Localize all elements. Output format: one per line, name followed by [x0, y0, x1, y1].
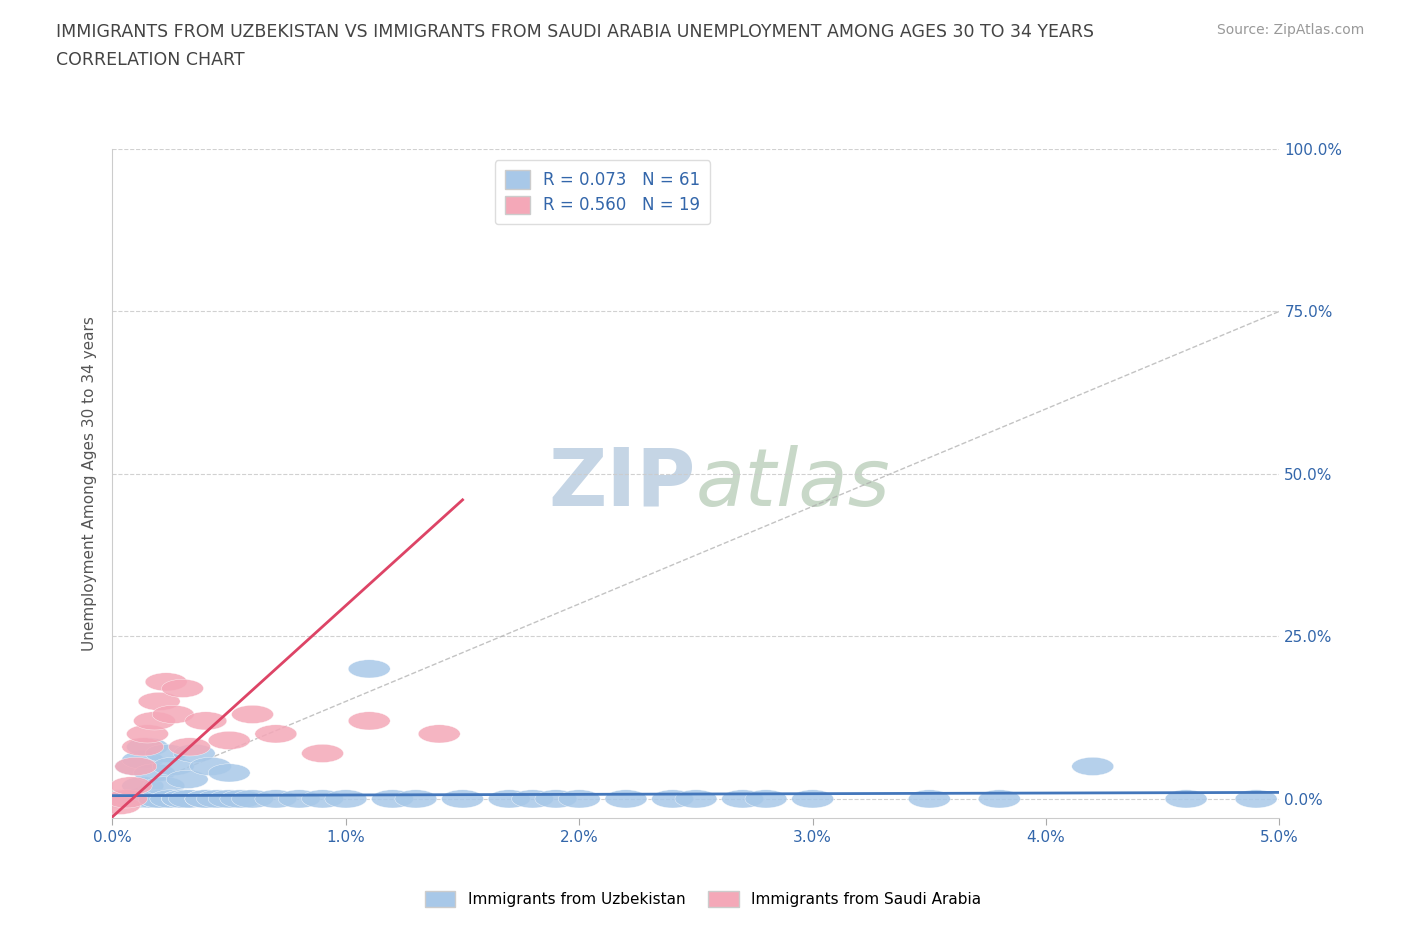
Ellipse shape: [605, 790, 647, 808]
Ellipse shape: [115, 757, 157, 776]
Ellipse shape: [197, 790, 239, 808]
Ellipse shape: [110, 777, 152, 795]
Ellipse shape: [162, 790, 204, 808]
Ellipse shape: [254, 724, 297, 743]
Ellipse shape: [208, 790, 250, 808]
Ellipse shape: [169, 737, 211, 756]
Legend: Immigrants from Uzbekistan, Immigrants from Saudi Arabia: Immigrants from Uzbekistan, Immigrants f…: [419, 884, 987, 913]
Ellipse shape: [675, 790, 717, 808]
Ellipse shape: [145, 744, 187, 763]
Ellipse shape: [105, 790, 148, 808]
Ellipse shape: [219, 790, 262, 808]
Text: IMMIGRANTS FROM UZBEKISTAN VS IMMIGRANTS FROM SAUDI ARABIA UNEMPLOYMENT AMONG AG: IMMIGRANTS FROM UZBEKISTAN VS IMMIGRANTS…: [56, 23, 1094, 41]
Ellipse shape: [488, 790, 530, 808]
Ellipse shape: [418, 724, 460, 743]
Ellipse shape: [131, 790, 173, 808]
Ellipse shape: [115, 757, 157, 776]
Ellipse shape: [325, 790, 367, 808]
Ellipse shape: [534, 790, 576, 808]
Ellipse shape: [254, 790, 297, 808]
Ellipse shape: [169, 790, 211, 808]
Ellipse shape: [232, 790, 274, 808]
Ellipse shape: [129, 790, 172, 808]
Ellipse shape: [122, 777, 165, 795]
Ellipse shape: [184, 790, 226, 808]
Ellipse shape: [115, 790, 157, 808]
Ellipse shape: [110, 790, 152, 808]
Ellipse shape: [651, 790, 693, 808]
Ellipse shape: [143, 777, 184, 795]
Ellipse shape: [138, 692, 180, 711]
Ellipse shape: [162, 790, 204, 808]
Ellipse shape: [349, 659, 391, 678]
Ellipse shape: [103, 790, 145, 808]
Text: ZIP: ZIP: [548, 445, 696, 523]
Ellipse shape: [301, 744, 343, 763]
Ellipse shape: [162, 679, 204, 698]
Ellipse shape: [173, 744, 215, 763]
Ellipse shape: [208, 731, 250, 750]
Ellipse shape: [301, 790, 343, 808]
Ellipse shape: [208, 764, 250, 782]
Ellipse shape: [232, 705, 274, 724]
Ellipse shape: [124, 790, 166, 808]
Ellipse shape: [115, 790, 157, 808]
Ellipse shape: [138, 790, 180, 808]
Ellipse shape: [441, 790, 484, 808]
Ellipse shape: [278, 790, 321, 808]
Ellipse shape: [150, 790, 191, 808]
Ellipse shape: [122, 737, 165, 756]
Ellipse shape: [105, 790, 148, 808]
Ellipse shape: [745, 790, 787, 808]
Text: atlas: atlas: [696, 445, 891, 523]
Ellipse shape: [1071, 757, 1114, 776]
Ellipse shape: [395, 790, 437, 808]
Ellipse shape: [152, 757, 194, 776]
Ellipse shape: [127, 724, 169, 743]
Ellipse shape: [127, 790, 169, 808]
Ellipse shape: [112, 790, 155, 808]
Ellipse shape: [190, 757, 232, 776]
Ellipse shape: [110, 790, 152, 808]
Text: CORRELATION CHART: CORRELATION CHART: [56, 51, 245, 69]
Ellipse shape: [108, 790, 150, 808]
Ellipse shape: [512, 790, 554, 808]
Ellipse shape: [98, 796, 141, 815]
Ellipse shape: [120, 790, 162, 808]
Ellipse shape: [152, 705, 194, 724]
Ellipse shape: [908, 790, 950, 808]
Ellipse shape: [145, 672, 187, 691]
Ellipse shape: [134, 711, 176, 730]
Ellipse shape: [98, 790, 141, 808]
Ellipse shape: [184, 711, 226, 730]
Ellipse shape: [184, 790, 226, 808]
Y-axis label: Unemployment Among Ages 30 to 34 years: Unemployment Among Ages 30 to 34 years: [82, 316, 97, 651]
Ellipse shape: [138, 790, 180, 808]
Legend: R = 0.073   N = 61, R = 0.560   N = 19: R = 0.073 N = 61, R = 0.560 N = 19: [495, 161, 710, 224]
Ellipse shape: [721, 790, 763, 808]
Ellipse shape: [979, 790, 1021, 808]
Text: Source: ZipAtlas.com: Source: ZipAtlas.com: [1216, 23, 1364, 37]
Ellipse shape: [1234, 790, 1277, 808]
Ellipse shape: [558, 790, 600, 808]
Ellipse shape: [792, 790, 834, 808]
Ellipse shape: [134, 764, 176, 782]
Ellipse shape: [166, 770, 208, 789]
Ellipse shape: [127, 737, 169, 756]
Ellipse shape: [122, 751, 165, 769]
Ellipse shape: [349, 711, 391, 730]
Ellipse shape: [1166, 790, 1208, 808]
Ellipse shape: [371, 790, 413, 808]
